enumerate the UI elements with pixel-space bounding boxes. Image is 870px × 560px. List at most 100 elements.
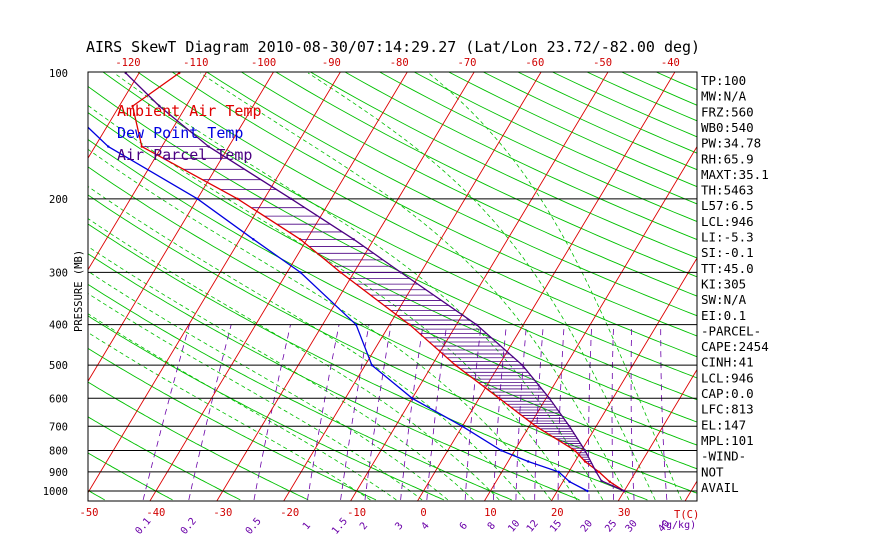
series-point [124,72,127,75]
top-temperature-tick-label: -80 [390,57,409,69]
moist-adiabat-line [113,72,604,501]
series-line-2 [125,72,625,492]
dry-adiabat-line [240,72,697,297]
series-point [595,470,598,474]
mixing-ratio-line [426,324,448,500]
dry-adiabat-line [88,381,309,501]
index-entry: L57:6.5 [701,198,754,213]
legend-entry: Dew Point Temp [117,124,243,142]
dry-adiabat-line [516,72,697,154]
moist-adiabat-line [307,72,656,501]
dry-adiabat-line [88,138,697,446]
index-entry: MAXT:35.1 [701,167,769,182]
temperature-tick-label: -50 [80,507,99,519]
series-point [583,460,587,463]
data-layer [65,72,626,493]
series-point [299,238,302,241]
mixing-ratio-tick-label: 1 [301,521,313,533]
mixing-ratio-line [307,324,340,500]
mixing-ratio-tick-label: 25 [603,518,619,534]
series-point [608,480,611,483]
top-temperature-tick-label: -90 [322,57,341,69]
series-point [548,397,551,400]
temperature-tick-label: -40 [146,507,165,519]
top-temperature-tick-label: -70 [458,57,477,69]
temperature-tick-label: 20 [551,507,564,519]
mixing-ratio-line [464,324,482,500]
isotherm-line [88,72,208,271]
series-point [411,397,414,400]
mixing-ratio-line [493,324,507,500]
stability-indices: TP:100MW:N/AFRZ:560WB0:540PW:34.78RH:65.… [701,73,769,495]
mixing-ratio-line [660,324,668,500]
index-entry: -PARCEL- [701,323,761,338]
dry-adiabat-line [205,72,697,317]
series-point [370,363,374,367]
series-point [568,425,571,428]
dry-adiabat-line [88,416,241,501]
x-axis-label: T(C) [674,509,699,521]
index-entry: LCL:946 [701,370,754,385]
index-entry: TT:45.0 [701,261,754,276]
moist-adiabat-line [428,72,682,501]
index-entry: LI:-5.3 [701,230,754,245]
series-point [500,449,503,452]
mixing-ratio-tick-label: 6 [458,521,470,533]
isotherm-line [617,368,697,501]
series-point [461,425,464,428]
index-entry: LCL:946 [701,214,754,229]
index-entry: PW:34.78 [701,136,761,151]
mixing-ratio-tick-label: 1.5 [330,516,350,537]
top-temperature-tick-label: -120 [115,57,140,69]
isotherm-line [416,72,676,501]
series-point [454,363,457,367]
pressure-tick-label: 600 [49,393,68,405]
plot-frame [87,71,698,502]
series-point [597,470,601,474]
series-point [586,489,589,493]
mixing-ratio-line [515,324,527,500]
isotherm-line [88,72,141,160]
mixing-ratio-tick-label: 10 [506,518,522,534]
legend-entry: Air Parcel Temp [117,146,252,164]
temperature-tick-label: 10 [484,507,497,519]
dry-adiabat-line [88,347,377,501]
mixing-ratio-line [364,324,392,500]
legend-entry: Ambient Air Temp [117,102,262,120]
dry-adiabat-line [551,72,697,138]
index-entry: MW:N/A [701,89,747,104]
moist-adiabat-line [88,218,500,501]
mixing-ratio-line [253,324,291,500]
series-point [65,105,67,107]
index-entry: CAP:0.0 [701,386,754,401]
dry-adiabat-line [88,283,512,501]
index-entry: TH:5463 [701,183,754,198]
series-point [352,238,355,241]
index-entry: KI:305 [701,276,746,291]
series-point [557,470,560,474]
top-temperature-tick-label: -60 [525,57,544,69]
pressure-tick-label: 800 [49,445,68,457]
mixing-ratio-line [400,324,424,500]
moist-adiabat-line [200,72,630,501]
index-entry: FRZ:560 [701,104,754,119]
dry-adiabat-line [88,194,697,494]
mixing-ratio-line [142,324,190,501]
series-point [623,489,626,493]
top-temperature-tick-label: -110 [183,57,208,69]
pressure-tick-label: 100 [49,68,68,80]
series-point [354,323,358,326]
isotherm-line [149,72,408,501]
index-entry: LFC:813 [701,402,754,417]
mixing-ratio-tick-label: 4 [420,521,432,533]
mixing-ratio-tick-label: 15 [548,518,564,534]
temperature-tick-label: 0 [420,507,426,519]
series-point [573,449,577,452]
mixing-ratio-line [611,324,614,500]
pressure-tick-label: 500 [49,360,68,372]
temperature-tick-label: -20 [280,507,299,519]
index-entry: AVAIL [701,480,739,495]
mixing-ratio-line [630,324,635,500]
series-point [252,238,255,241]
